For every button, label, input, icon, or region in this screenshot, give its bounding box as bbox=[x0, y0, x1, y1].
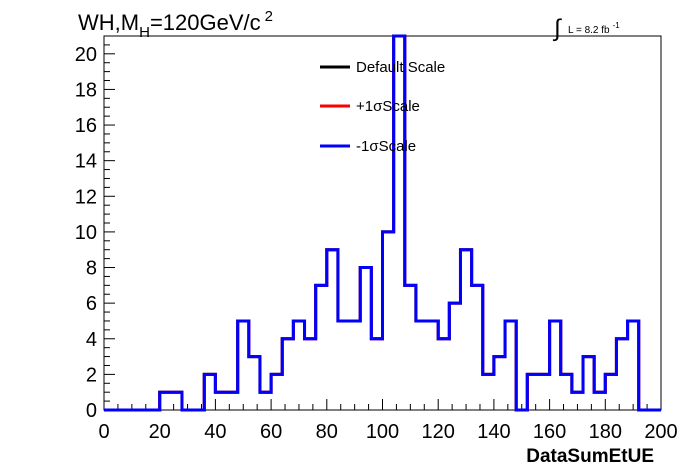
x-tick-label: 60 bbox=[260, 421, 282, 443]
luminosity-label: L = 8.2 fb -1 bbox=[568, 21, 620, 36]
x-tick-label: 180 bbox=[589, 421, 622, 443]
series-line-1 bbox=[104, 34, 661, 412]
series-line-0 bbox=[104, 34, 661, 412]
x-axis-ticks: 0 20 40 60 80 100 120 140 160 180 200 bbox=[98, 399, 678, 443]
y-tick-label: 4 bbox=[86, 329, 97, 351]
y-axis-ticks: 0 2 4 6 8 10 12 14 16 18 20 bbox=[75, 35, 115, 422]
y-tick-label: 0 bbox=[86, 400, 97, 422]
x-tick-label: 120 bbox=[422, 421, 455, 443]
x-axis-label: DataSumEtUE bbox=[526, 446, 654, 467]
y-tick-label: 14 bbox=[75, 151, 97, 173]
legend-label-plus1sigma: +1σScale bbox=[356, 98, 420, 115]
legend-label-default: Default Scale bbox=[356, 59, 445, 76]
luminosity-integral-sign: ∫ bbox=[552, 15, 562, 42]
y-tick-label: 8 bbox=[86, 258, 97, 280]
x-tick-label: 200 bbox=[644, 421, 677, 443]
y-tick-label: 6 bbox=[86, 293, 97, 315]
x-tick-label: 80 bbox=[316, 421, 338, 443]
y-tick-label: 2 bbox=[86, 364, 97, 386]
x-tick-label: 100 bbox=[366, 421, 399, 443]
x-tick-label: 160 bbox=[533, 421, 566, 443]
x-tick-label: 140 bbox=[477, 421, 510, 443]
legend-label-minus1sigma: -1σScale bbox=[356, 138, 416, 155]
chart-title: WH,MH=120GeV/c 2 bbox=[78, 8, 273, 41]
y-tick-label: 20 bbox=[75, 44, 97, 66]
plot-frame bbox=[103, 35, 662, 411]
y-tick-label: 18 bbox=[75, 79, 97, 101]
y-tick-label: 12 bbox=[75, 186, 97, 208]
x-tick-label: 20 bbox=[149, 421, 171, 443]
x-tick-label: 40 bbox=[204, 421, 226, 443]
series-layer bbox=[104, 34, 661, 412]
y-tick-label: 10 bbox=[75, 222, 97, 244]
y-tick-label: 16 bbox=[75, 115, 97, 137]
x-tick-label: 0 bbox=[98, 421, 109, 443]
series-line-2 bbox=[104, 34, 661, 412]
legend: Default Scale +1σScale -1σScale bbox=[320, 59, 445, 155]
